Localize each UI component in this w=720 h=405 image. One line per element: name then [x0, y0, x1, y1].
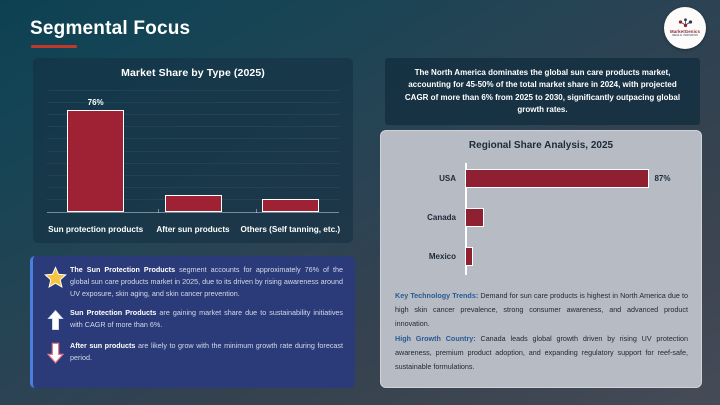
gridline	[47, 138, 339, 140]
bar[interactable]	[67, 109, 125, 212]
regional-bar-row[interactable]: Mexico	[381, 241, 701, 271]
trend-label: High Growth Country:	[395, 334, 476, 344]
bar-category-label: Sun protection products	[48, 225, 144, 234]
logo-tagline: IDEAS AI. INNOVATION	[672, 34, 698, 38]
trend-paragraph: Key Technology Trends: Demand for sun ca…	[395, 289, 688, 331]
list-item-rest: segment accounts for approximately 76% o…	[70, 265, 343, 298]
bar-category-label: After sun products	[156, 225, 230, 234]
list-item: The Sun Protection Products segment acco…	[33, 264, 355, 300]
gridline	[47, 114, 339, 116]
axis-tick	[255, 209, 257, 213]
bar[interactable]	[261, 198, 319, 212]
gridline	[47, 150, 339, 152]
regional-bar-label: Mexico	[428, 251, 456, 261]
bar-chart-x-axis	[47, 209, 339, 213]
star-icon	[40, 264, 70, 289]
trend-body: Canada leads global growth driven by ris…	[395, 334, 688, 372]
trend-body: Demand for sun care products is highest …	[395, 291, 688, 329]
bar-value-label: 76%	[87, 97, 104, 107]
list-item-text: Sun Protection Products are gaining mark…	[70, 307, 345, 331]
bar-column[interactable]	[67, 109, 125, 212]
regional-bar-value-label: 87%	[654, 173, 671, 183]
market-share-chart-card: Market Share by Type (2025) 76% Sun prote…	[33, 58, 353, 243]
trends-text-block: Key Technology Trends: Demand for sun ca…	[395, 289, 688, 375]
gridline	[47, 174, 339, 176]
axis-tick	[158, 209, 160, 213]
arrow-down-icon	[40, 340, 70, 364]
list-item-text: The Sun Protection Products segment acco…	[70, 264, 345, 300]
north-america-callout: The North America dominates the global s…	[385, 58, 700, 125]
molecule-network-icon	[677, 18, 694, 29]
regional-bar-label: Canada	[427, 212, 456, 222]
list-item-text: After sun products are likely to grow wi…	[70, 340, 345, 364]
trend-label: Key Technology Trends:	[395, 291, 479, 300]
gridline	[47, 186, 339, 188]
gridline	[47, 102, 339, 104]
bar-chart-title: Market Share by Type (2025)	[121, 67, 265, 79]
bar-category-label: Others (Self tanning, etc.)	[240, 225, 341, 234]
list-item: After sun products are likely to grow wi…	[33, 340, 355, 364]
regional-bar[interactable]	[465, 168, 650, 188]
list-item-rest: are gaining market share due to sustaina…	[70, 307, 343, 329]
list-item-rest: are likely to grow with the minimum grow…	[70, 340, 343, 362]
title-underline-accent	[31, 45, 77, 48]
regional-bar[interactable]	[465, 207, 485, 227]
logo-company-name: MarketGenics	[670, 29, 700, 35]
list-item-bold: Sun Protection Products	[70, 307, 157, 317]
regional-bar-row[interactable]: Canada	[381, 202, 701, 232]
list-item-bold: The Sun Protection Products	[70, 265, 176, 274]
gridline	[47, 162, 339, 164]
page-title: Segmental Focus	[30, 18, 191, 39]
regional-bar-label: USA	[439, 173, 456, 183]
regional-bar-row[interactable]: USA 87%	[381, 163, 701, 193]
regional-bar[interactable]	[465, 246, 474, 266]
trend-paragraph: High Growth Country: Canada leads global…	[395, 332, 688, 374]
bar[interactable]	[164, 194, 222, 212]
list-item-bold: After sun products	[70, 340, 136, 350]
regional-analysis-panel: Regional Share Analysis, 2025 USA 87% Cana…	[380, 130, 702, 388]
list-item: Sun Protection Products are gaining mark…	[33, 307, 355, 331]
bar-column[interactable]	[164, 194, 222, 212]
gridline	[47, 90, 339, 91]
regional-chart-plot-area: USA 87% Canada Mexico	[381, 159, 701, 279]
insights-panel: The Sun Protection Products segment acco…	[30, 256, 355, 388]
gridline	[47, 126, 339, 128]
callout-text: The North America dominates the global s…	[404, 67, 681, 114]
regional-chart-title: Regional Share Analysis, 2025	[468, 140, 614, 151]
arrow-up-icon	[40, 307, 70, 331]
company-logo: MarketGenics IDEAS AI. INNOVATION	[664, 7, 706, 49]
bar-column[interactable]	[261, 198, 319, 212]
